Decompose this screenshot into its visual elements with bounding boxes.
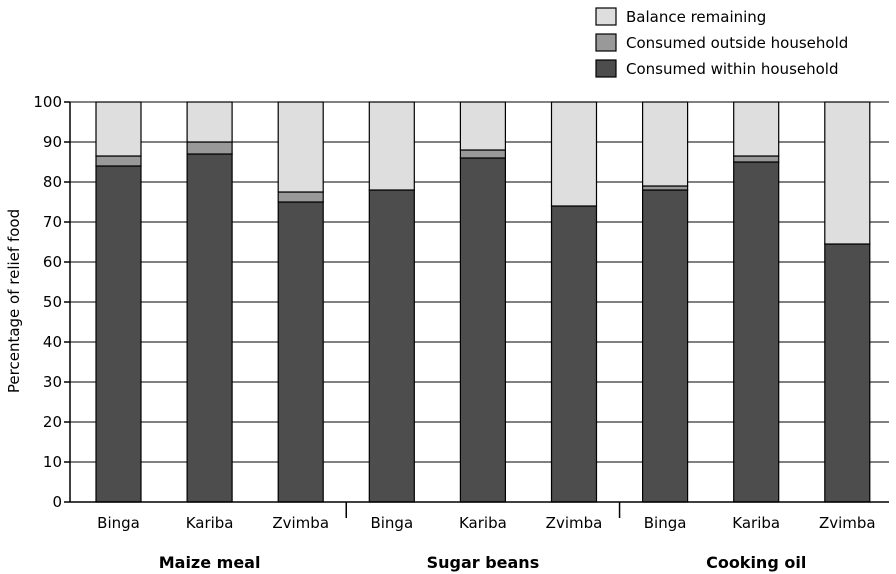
y-tick-label: 40 [43,333,62,351]
bar-segment [186,153,233,503]
y-tick-label: 50 [43,293,62,311]
legend-swatch [595,7,617,26]
bar-segment [277,191,324,203]
y-tick-label: 10 [43,453,62,471]
group-label: Cooking oil [706,553,806,572]
bar-segment [733,161,780,503]
y-tick-label: 20 [43,413,62,431]
x-tick-label: Binga [370,514,413,532]
bar-segment [641,189,689,503]
bar-segment [459,157,506,503]
bar-segment [459,149,506,159]
x-tick-label: Zvimba [819,514,876,532]
y-tick-label: 70 [43,213,62,231]
bar-segment [277,101,324,193]
y-tick-label: 0 [52,493,62,511]
bar-segment [186,141,233,155]
legend-label: Consumed outside household [626,34,848,52]
bar-segment [95,101,142,157]
bar-segment [824,101,871,245]
legend-label: Balance remaining [626,8,766,26]
y-tick-label: 30 [43,373,62,391]
bar-segment [277,201,324,503]
group-label: Sugar beans [427,553,540,572]
y-tick-label: 60 [43,253,62,271]
bar-segment [550,205,598,503]
x-tick-label: Binga [97,514,140,532]
bar-segment [824,243,871,503]
bar-segment [95,165,142,503]
x-tick-label: Kariba [186,514,234,532]
legend-swatch [595,33,617,52]
x-tick-label: Binga [644,514,687,532]
bar-segment [186,101,233,143]
x-tick-label: Kariba [459,514,507,532]
bar-segment [459,101,506,151]
x-tick-label: Kariba [732,514,780,532]
y-axis-title: Percentage of relief food [5,209,23,393]
legend-swatch [595,59,617,78]
x-tick-label: Zvimba [546,514,603,532]
bar-segment [641,185,689,191]
bar-segment [550,101,598,207]
bar-segment [733,155,780,163]
bar-segment [368,189,415,503]
y-tick-label: 100 [33,93,62,111]
x-tick-label: Zvimba [272,514,329,532]
y-tick-label: 90 [43,133,62,151]
legend: Balance remaining Consumed outside househ… [595,7,848,78]
axes: Binga Kariba Zvimba Binga Kariba Zvimba Binga K… [33,93,889,572]
y-tick-label: 80 [43,173,62,191]
bar-segment [95,155,142,167]
bar-segment [368,101,415,191]
group-label: Maize meal [159,553,261,572]
legend-label: Consumed within household [626,60,838,78]
bar-segment [733,101,780,157]
bars [95,101,871,503]
bar-segment [641,101,689,187]
